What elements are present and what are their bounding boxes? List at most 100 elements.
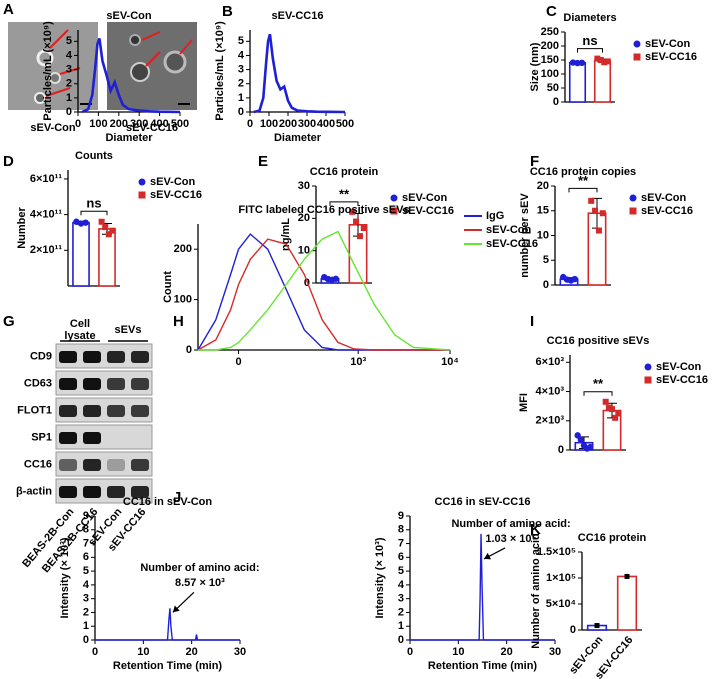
y-axis-label: number per sEV: [519, 193, 531, 278]
y-tick-label: 200: [174, 243, 192, 255]
point: [594, 623, 600, 629]
protein-label: CD9: [30, 350, 52, 362]
significance: **: [593, 376, 604, 391]
point: [109, 227, 116, 234]
chart-title: CC16 positive sEVs: [547, 335, 650, 347]
y-tick-label: 3: [83, 593, 89, 605]
y-tick-label: 5: [543, 254, 549, 266]
point: [332, 275, 339, 282]
arrow: [179, 39, 193, 55]
panel-letter: F: [530, 153, 539, 170]
series-line: [81, 38, 181, 114]
legend-label: sEV-CC16: [486, 238, 538, 250]
point: [595, 227, 602, 234]
y-axis-label: Particles/mL (×10⁹): [42, 21, 54, 121]
point: [588, 197, 595, 204]
legend-label: sEV-CC16: [641, 205, 693, 217]
y-tick-label: 5: [398, 565, 404, 577]
bar: [568, 61, 587, 103]
y-axis-label: Count: [162, 271, 174, 303]
point: [587, 443, 594, 451]
x-tick-label: 500: [171, 118, 189, 130]
blot-group: sEVs: [115, 324, 142, 336]
x-tick-label: 0: [247, 118, 253, 130]
significance-bracket: [329, 201, 359, 206]
vesicle: [163, 50, 187, 74]
panel-letter: G: [3, 313, 15, 330]
significance: ns: [582, 33, 597, 48]
x-tick-label: 30: [234, 646, 246, 658]
panel-letter: C: [546, 3, 557, 20]
y-tick-label: 3: [66, 63, 72, 75]
arrow: [141, 31, 161, 41]
point: [597, 57, 604, 63]
protein-label: β-actin: [16, 485, 52, 497]
y-axis-label: Intensity (× 10³): [374, 537, 386, 618]
y-tick-label: 0: [553, 96, 559, 108]
y-tick-label: 1: [238, 92, 244, 104]
blot-band: [83, 351, 101, 363]
protein-label: SP1: [31, 431, 52, 443]
y-axis-label: Intensity (× 10³): [59, 537, 71, 618]
bar: [593, 59, 612, 103]
y-tick-label: 8: [83, 524, 89, 536]
point: [360, 225, 367, 232]
x-tick-label: 400: [150, 118, 168, 130]
x-tick-label: 0: [92, 646, 98, 658]
legend-label: sEV-CC16: [402, 205, 454, 217]
annotation: Number of amino acid:: [140, 562, 259, 574]
y-tick-label: 10: [537, 229, 549, 241]
panel-letter: A: [3, 1, 14, 18]
point: [578, 59, 586, 66]
y-tick-label: 5: [83, 565, 89, 577]
legend-label: sEV-Con: [486, 224, 532, 236]
y-tick-label: 7: [398, 537, 404, 549]
point: [82, 219, 89, 226]
blot-band: [131, 486, 149, 498]
chart-title: CC16 protein copies: [530, 166, 636, 178]
y-tick-label: 0: [238, 106, 244, 118]
chart-title: sEV-CC16: [272, 10, 324, 22]
significance: **: [578, 173, 589, 188]
arrow: [145, 51, 161, 67]
y-tick-label: 6×10³: [536, 356, 565, 368]
chart-title: CC16 in sEV-CC16: [435, 496, 531, 508]
x-tick-label: 300: [130, 118, 148, 130]
annotation: Number of amino acid:: [451, 518, 570, 530]
x-axis-label: Retention Time (min): [428, 660, 538, 672]
annotation: 8.57 × 10³: [175, 577, 225, 589]
x-tick-label: 200: [279, 118, 297, 130]
blot-band: [107, 351, 125, 363]
blot-band: [131, 405, 149, 417]
bar: [98, 228, 116, 287]
y-tick-label: 1×10⁵: [546, 572, 576, 584]
point: [624, 573, 630, 579]
blot-band: [107, 459, 125, 471]
y-tick-label: 2×10³: [536, 415, 565, 427]
legend-label: sEV-CC16: [645, 51, 697, 63]
y-tick-label: 30: [298, 180, 310, 192]
significance-bracket: [80, 210, 108, 216]
x-axis-label: Diameter: [274, 132, 322, 144]
image-label: sEV-CC16: [126, 122, 178, 134]
blot-band: [107, 405, 125, 417]
y-tick-label: 2: [66, 78, 72, 90]
x-tick-label: 10: [452, 646, 464, 658]
point: [105, 231, 112, 238]
y-tick-label: 100: [541, 68, 559, 80]
significance-bracket: [568, 187, 598, 193]
blot-band: [59, 378, 77, 390]
vesicle: [129, 34, 141, 46]
significance: ns: [86, 196, 101, 211]
y-tick-label: 9: [398, 510, 404, 522]
x-tick-label: 0: [75, 118, 81, 130]
legend-label: sEV-Con: [656, 361, 702, 373]
y-tick-label: 5: [238, 35, 244, 47]
x-tick-label: 400: [317, 118, 335, 130]
y-tick-label: 3: [398, 593, 404, 605]
blot-band: [131, 459, 149, 471]
point: [615, 410, 622, 417]
y-tick-label: 5×10⁴: [546, 598, 576, 610]
x-tick-label: 30: [549, 646, 561, 658]
blot-band: [107, 378, 125, 390]
